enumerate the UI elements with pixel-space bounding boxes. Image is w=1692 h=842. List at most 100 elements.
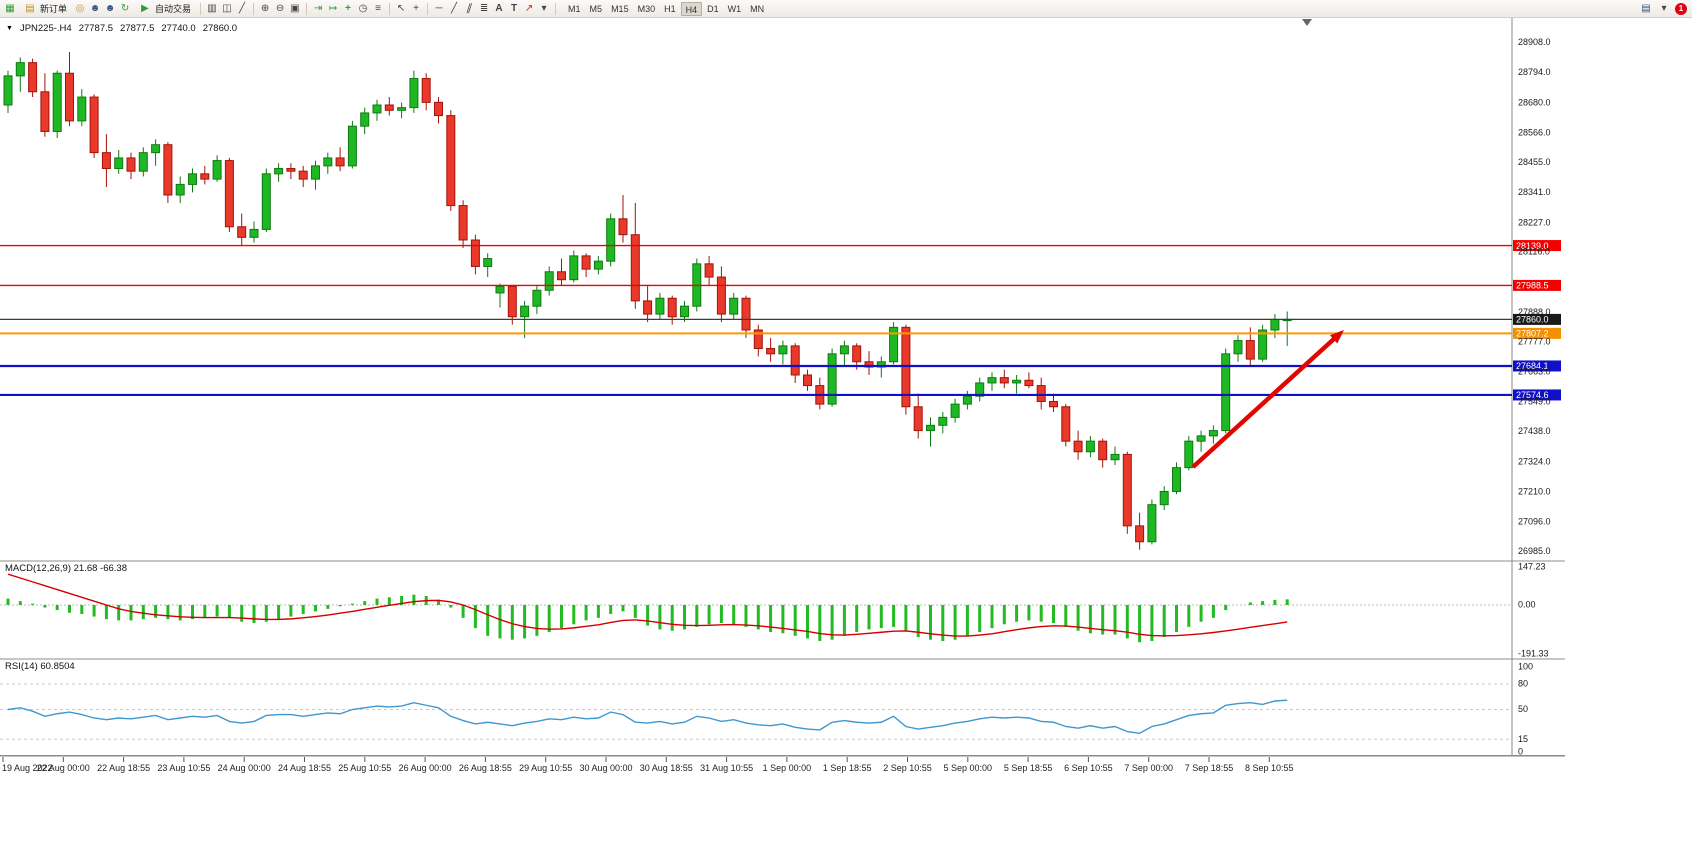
auto-trading-button[interactable]: ▶ 自动交易 xyxy=(133,1,196,16)
candlestick xyxy=(446,115,456,207)
candlestick xyxy=(175,183,185,196)
candlestick xyxy=(286,168,296,172)
auto-trading-label: 自动交易 xyxy=(155,4,192,14)
crosshair-icon[interactable]: + xyxy=(413,2,419,14)
price-badge-label: 27684.1 xyxy=(1516,361,1549,371)
channel-tool-icon[interactable]: ∥ xyxy=(464,2,474,14)
rsi-line xyxy=(7,699,1288,735)
candlestick xyxy=(237,226,247,238)
timeframe-button-h1[interactable]: H1 xyxy=(664,3,676,14)
toolbar-separator xyxy=(200,2,202,15)
time-axis-label: 24 Aug 18:55 xyxy=(278,763,331,773)
candlestick xyxy=(101,152,111,170)
candlestick xyxy=(1245,340,1255,360)
fibonacci-tool-icon[interactable]: ≣ xyxy=(479,2,489,14)
zoom-in-icon[interactable]: ⊕ xyxy=(260,2,270,14)
timeframe-button-m30[interactable]: M30 xyxy=(637,3,656,14)
price-axis-label: 27096.0 xyxy=(1518,517,1551,527)
new-chart-icon[interactable]: ▦ xyxy=(5,2,15,14)
candlestick xyxy=(593,260,603,270)
zoom-out-icon[interactable]: ⊖ xyxy=(275,2,285,14)
profile-alt-icon[interactable]: ☻ xyxy=(104,2,116,14)
candlestick xyxy=(360,112,370,127)
candlestick xyxy=(741,297,751,331)
price-axis-label: 28341.0 xyxy=(1518,187,1551,197)
macd-indicator-label: MACD(12,26,9) 21.68 -66.38 xyxy=(5,563,127,574)
candlestick xyxy=(938,416,948,426)
candlestick xyxy=(40,91,50,132)
time-axis-label: 7 Sep 18:55 xyxy=(1185,763,1234,773)
line-chart-icon[interactable]: ╱ xyxy=(239,2,246,14)
time-axis-label: 8 Sep 10:55 xyxy=(1245,763,1294,773)
candlestick xyxy=(913,406,923,432)
price-badge-resistance xyxy=(1513,240,1561,252)
cursor-icon[interactable]: ↖ xyxy=(396,2,406,14)
candlestick xyxy=(138,152,148,172)
community-icon[interactable]: ◎ xyxy=(75,2,85,14)
trendline-tool-icon[interactable]: ╱ xyxy=(451,2,458,14)
horizontal-line-tool-icon[interactable]: ─ xyxy=(435,2,443,14)
candlestick xyxy=(421,78,431,103)
price-axis-label: 28116.0 xyxy=(1518,247,1550,257)
chart-info-marker-icon[interactable]: ▼ xyxy=(6,25,13,32)
chart-high-value: 27877.5 xyxy=(120,23,155,34)
timeframe-button-m15[interactable]: M15 xyxy=(611,3,629,14)
candlestick xyxy=(151,144,161,154)
chart-shift-icon[interactable]: ↦ xyxy=(328,2,338,14)
bar-chart-icon[interactable]: ▥ xyxy=(207,2,217,14)
price-axis-label: 28455.0 xyxy=(1518,157,1551,167)
trend-arrow-line[interactable] xyxy=(1191,336,1337,469)
candlestick xyxy=(630,234,640,302)
profile-icon[interactable]: ☻ xyxy=(89,2,101,14)
templates-icon[interactable]: ≡ xyxy=(375,2,381,14)
candlestick xyxy=(1073,440,1083,453)
candlestick-chart-icon[interactable]: ◫ xyxy=(222,2,232,14)
price-axis-label: 27549.0 xyxy=(1518,397,1551,407)
notification-badge[interactable]: 1 xyxy=(1675,2,1687,15)
timeframe-button-m5[interactable]: M5 xyxy=(589,3,603,14)
candlestick xyxy=(667,297,677,318)
price-axis-label: 28794.0 xyxy=(1518,67,1551,77)
candlestick xyxy=(458,205,468,241)
toolbar: ▦ ▤ 新订单 ◎ ☻ ☻ ↻ ▶ 自动交易 ▥ ◫ ╱ ⊕ ⊖ ▣ ⇥ ↦ +… xyxy=(0,0,1692,18)
chart-info-line: ▼ JPN225-.H4 27787.5 27877.5 27740.0 278… xyxy=(6,23,237,34)
rsi-indicator-label: RSI(14) 60.8504 xyxy=(5,661,75,672)
timeframe-button-w1[interactable]: W1 xyxy=(727,3,742,14)
candlestick xyxy=(1159,490,1169,506)
time-axis-label: 25 Aug 10:55 xyxy=(338,763,391,773)
timeframe-button-mn[interactable]: MN xyxy=(750,3,765,14)
price-axis-label: 28908.0 xyxy=(1518,37,1551,47)
timeframe-button-d1[interactable]: D1 xyxy=(707,3,719,14)
arrow-tool-icon[interactable]: ↗ xyxy=(524,2,534,14)
refresh-icon[interactable]: ↻ xyxy=(120,2,130,14)
rsi-axis-label: 100 xyxy=(1518,662,1533,672)
scroll-to-end-icon[interactable]: ⇥ xyxy=(313,2,323,14)
label-tool-icon[interactable]: T xyxy=(510,2,518,14)
tile-windows-icon[interactable]: ▣ xyxy=(290,2,300,14)
data-window-icon[interactable]: ▤ xyxy=(1641,2,1651,14)
candlestick xyxy=(249,228,259,238)
panel-separator[interactable] xyxy=(0,658,1565,660)
trend-arrow-head[interactable] xyxy=(1329,330,1344,344)
chart-shift-marker-icon[interactable] xyxy=(1302,19,1312,26)
macd-signal-line xyxy=(7,573,1288,637)
add-indicator-icon[interactable]: + xyxy=(345,2,351,14)
toolbar-separator xyxy=(306,2,308,15)
new-order-button[interactable]: ▤ 新订单 xyxy=(18,1,72,16)
text-tool-icon[interactable]: A xyxy=(495,2,503,14)
price-badge-resistance xyxy=(1513,279,1561,291)
candlestick xyxy=(1110,453,1120,461)
panel-separator[interactable] xyxy=(0,560,1565,562)
price-badge-label: 27988.5 xyxy=(1516,281,1549,291)
timeframe-button-h4[interactable]: H4 xyxy=(680,1,703,16)
dropdown-caret-icon[interactable]: ▾ xyxy=(541,2,547,14)
time-axis-label: 5 Sep 18:55 xyxy=(1004,763,1053,773)
timeframe-button-m1[interactable]: M1 xyxy=(568,3,581,14)
candlestick xyxy=(852,345,862,363)
new-order-label: 新订单 xyxy=(40,4,68,14)
toolbar-options-caret-icon[interactable]: ▾ xyxy=(1661,2,1667,14)
period-clock-icon[interactable]: ◷ xyxy=(358,2,368,14)
price-badge-label: 27807.2 xyxy=(1516,329,1549,339)
